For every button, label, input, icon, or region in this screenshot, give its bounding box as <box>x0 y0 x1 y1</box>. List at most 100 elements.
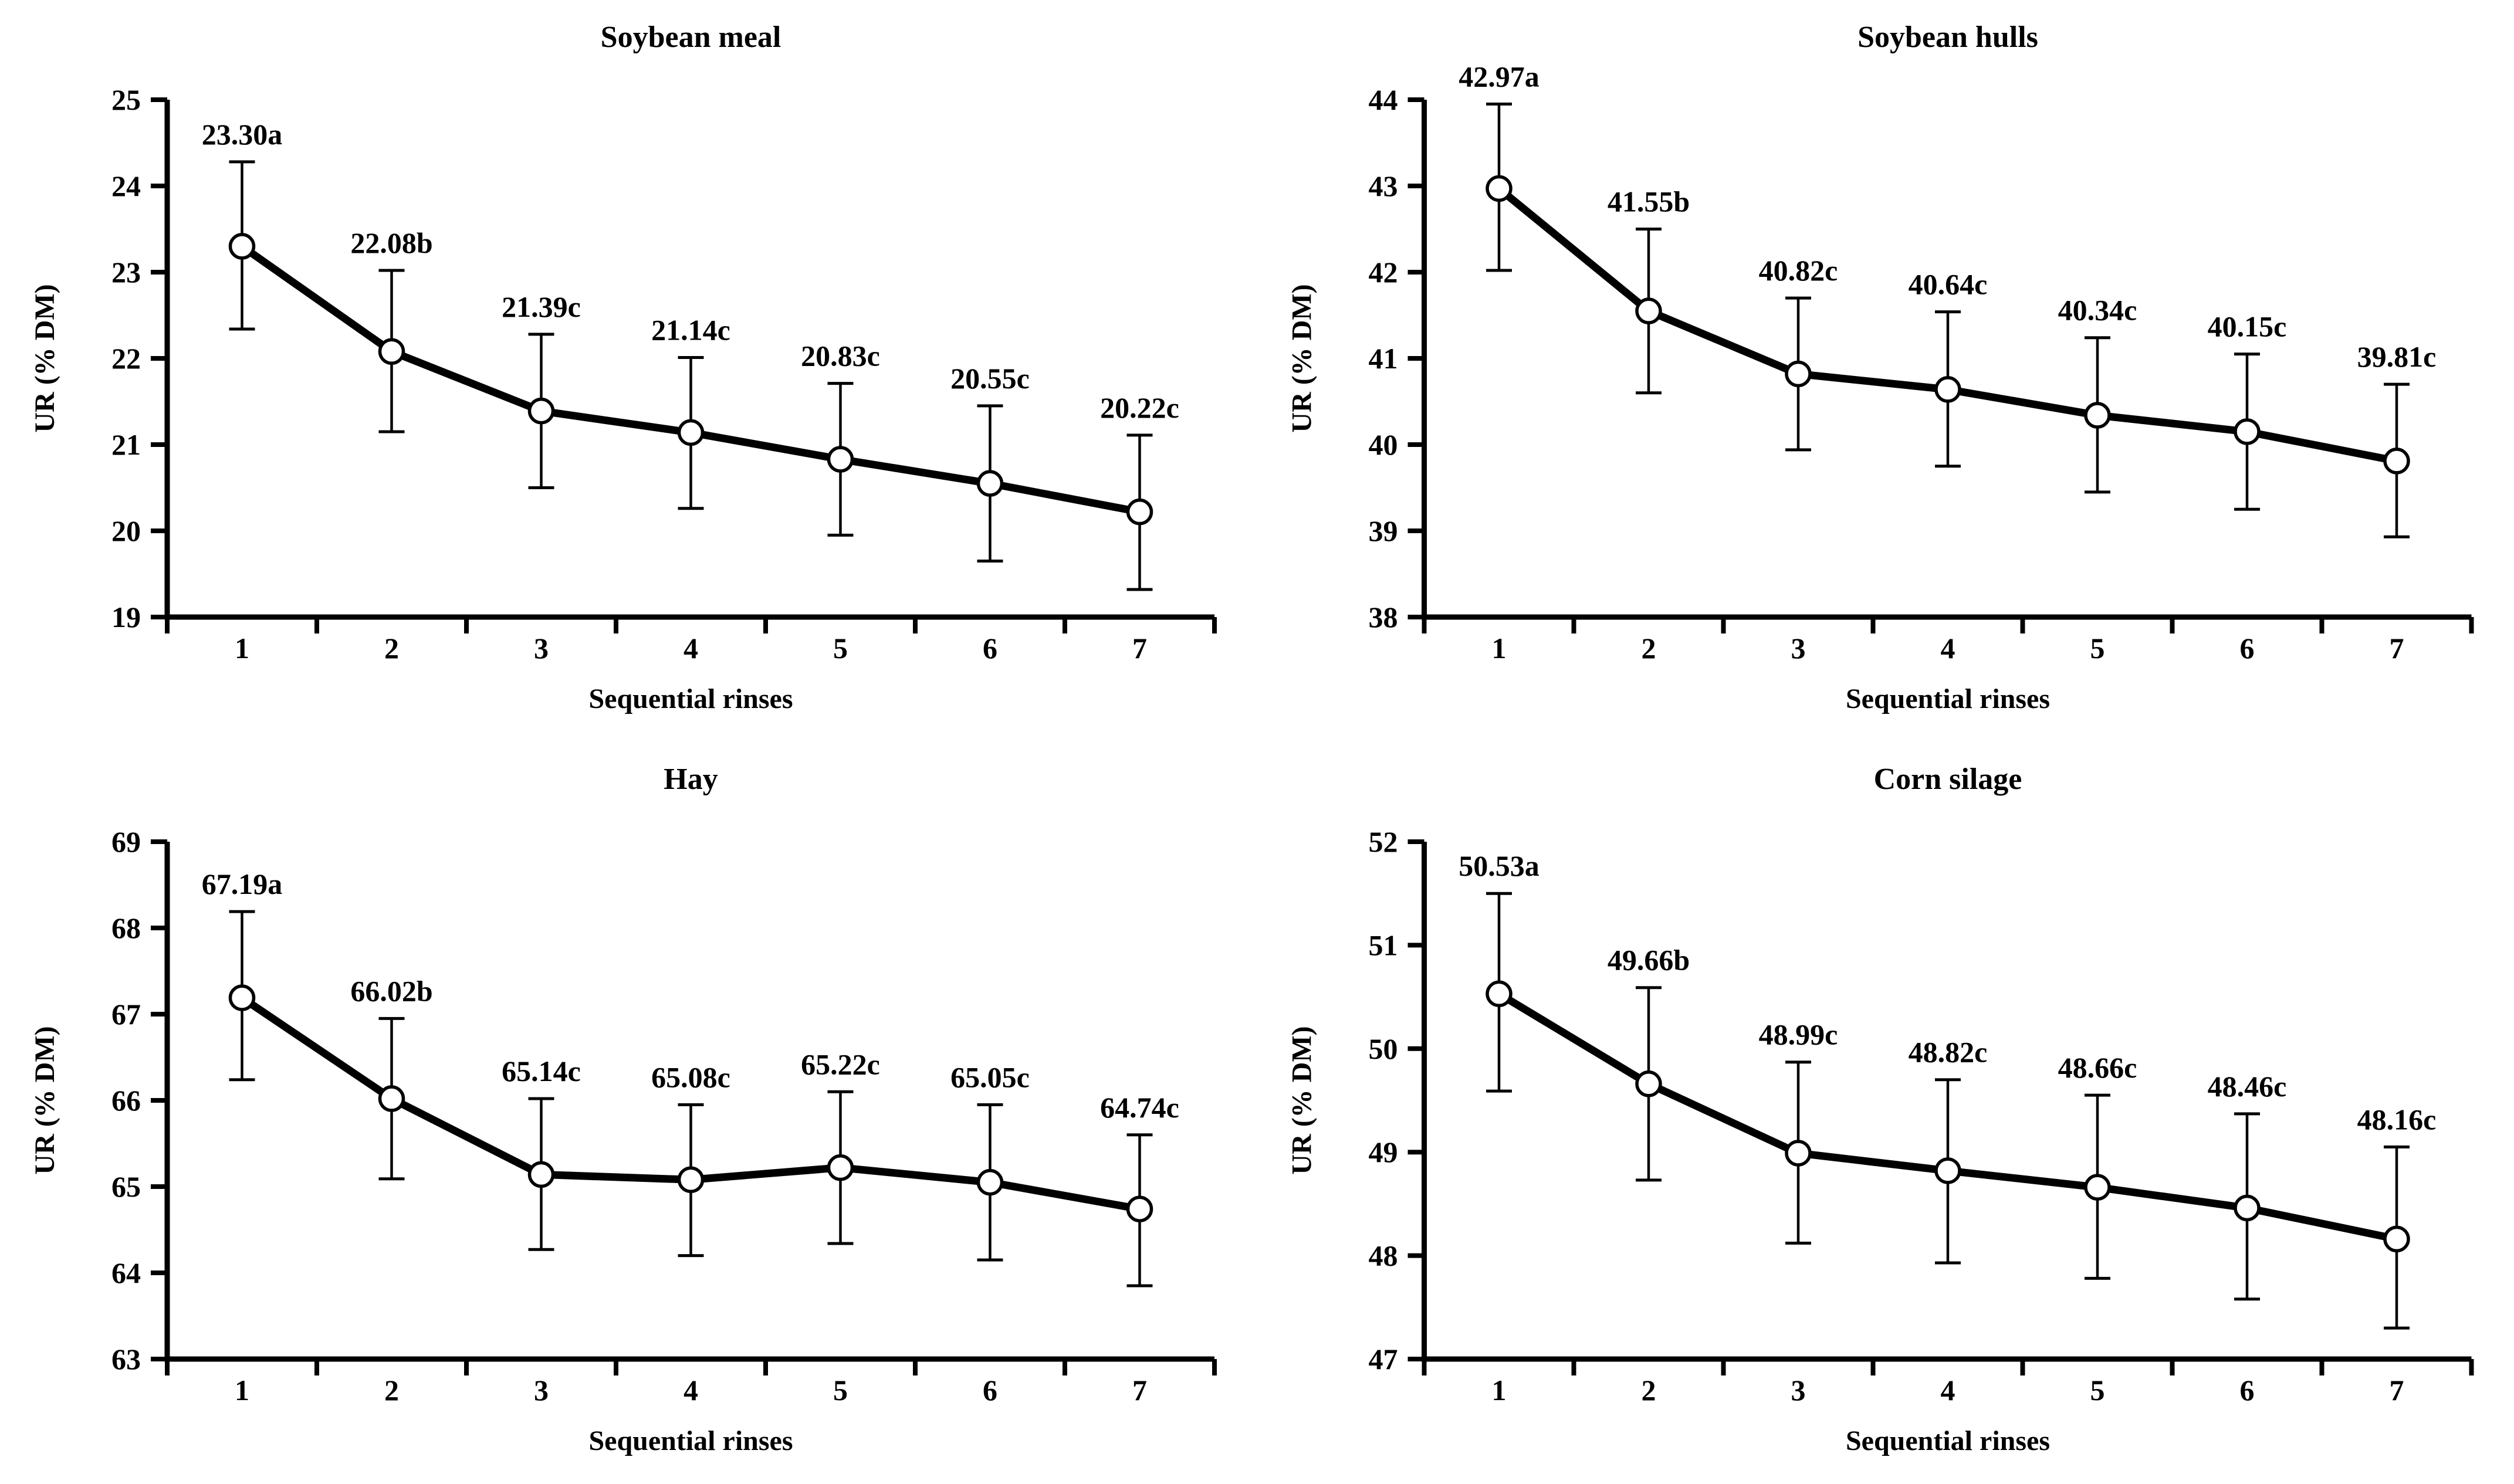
x-tick-label: 3 <box>534 1374 549 1407</box>
x-tick-label: 5 <box>833 1374 848 1407</box>
x-tick-label: 4 <box>1941 632 1955 665</box>
x-tick-label: 1 <box>1492 1374 1507 1407</box>
data-point-marker <box>527 397 555 425</box>
chart-title: Soybean hulls <box>1857 21 2038 54</box>
x-tick-label: 3 <box>1791 632 1806 665</box>
data-point-label: 21.39c <box>502 290 581 323</box>
data-point-label: 40.64c <box>1909 268 1988 301</box>
y-axis-label: UR (% DM) <box>1287 1026 1318 1174</box>
x-tick-label: 1 <box>235 632 249 665</box>
data-point-marker <box>1126 498 1153 526</box>
chart-corn-silage: 47 48 49 50 51 52 1 2 3 4 5 6 7 Sequential rinses UR (… <box>1257 742 2514 1484</box>
data-point-label: 65.08c <box>651 1061 730 1093</box>
y-tick-label: 19 <box>111 601 141 633</box>
x-tick-label: 4 <box>684 632 698 665</box>
data-point-marker <box>2234 418 2261 445</box>
y-tick-label: 22 <box>111 342 141 375</box>
data-point-marker <box>228 984 256 1011</box>
data-point-label: 65.22c <box>801 1048 880 1080</box>
data-point-label: 48.82c <box>1909 1036 1988 1069</box>
x-tick-label: 7 <box>2390 1374 2404 1407</box>
x-tick-label: 2 <box>384 632 399 665</box>
x-tick-label: 6 <box>2240 632 2255 665</box>
y-tick-label: 25 <box>111 83 141 116</box>
x-tick-label: 3 <box>534 632 549 665</box>
chart-title: Corn silage <box>1874 763 2022 796</box>
y-tick-label: 49 <box>1369 1136 1398 1168</box>
x-tick-label: 7 <box>2390 632 2404 665</box>
data-point-marker <box>976 1168 1004 1196</box>
data-point-marker <box>1785 1140 1812 1167</box>
data-point-marker <box>2084 1174 2111 1201</box>
data-point-marker <box>1785 360 1812 388</box>
data-point-label: 21.14c <box>651 314 730 347</box>
chart-soybean-meal: 19 20 21 22 23 24 25 1 2 3 4 5 6 7 Sequential rinses UR… <box>0 0 1257 742</box>
y-tick-label: 65 <box>111 1170 141 1203</box>
data-point-label: 42.97a <box>1459 60 1539 93</box>
x-axis-label: Sequential rinses <box>1846 1425 2050 1456</box>
y-tick-label: 47 <box>1369 1343 1398 1375</box>
y-tick-label: 68 <box>111 912 141 944</box>
x-tick-label: 1 <box>1492 632 1507 665</box>
data-point-marker <box>1635 1070 1662 1097</box>
data-point-label: 65.14c <box>502 1055 581 1087</box>
y-tick-label: 44 <box>1369 83 1398 116</box>
data-point-marker <box>976 470 1004 497</box>
data-point-label: 48.99c <box>1759 1018 1838 1051</box>
x-tick-label: 7 <box>1132 1374 1147 1407</box>
y-tick-label: 23 <box>111 256 141 289</box>
data-point-marker <box>827 446 854 473</box>
x-tick-label: 5 <box>2090 1374 2105 1407</box>
y-tick-label: 50 <box>1369 1032 1398 1065</box>
data-point-marker <box>2383 448 2410 475</box>
data-point-marker <box>1934 1157 1961 1184</box>
x-tick-label: 2 <box>1642 632 1656 665</box>
y-tick-label: 20 <box>111 514 141 547</box>
x-tick-label: 5 <box>833 632 848 665</box>
data-point-label: 48.16c <box>2357 1103 2437 1136</box>
data-point-label: 20.83c <box>801 340 880 372</box>
data-point-label: 48.66c <box>2058 1051 2137 1084</box>
y-tick-label: 66 <box>111 1084 141 1117</box>
data-point-label: 20.55c <box>950 362 1030 395</box>
y-tick-label: 43 <box>1369 170 1398 202</box>
data-point-label: 48.46c <box>2208 1070 2287 1103</box>
x-tick-label: 6 <box>2240 1374 2255 1407</box>
data-point-label: 40.34c <box>2058 294 2137 327</box>
y-tick-label: 41 <box>1369 342 1398 375</box>
data-point-label: 49.66b <box>1608 944 1690 977</box>
data-point-marker <box>1486 175 1513 202</box>
x-axis-label: Sequential rinses <box>588 1425 793 1456</box>
x-tick-label: 3 <box>1791 1374 1806 1407</box>
data-point-marker <box>378 338 405 365</box>
chart-hay: 63 64 65 66 67 68 69 1 2 3 4 5 6 7 Sequential rinses UR… <box>0 742 1257 1484</box>
x-tick-label: 4 <box>1941 1374 1955 1407</box>
y-axis-label: UR (% DM) <box>1287 284 1318 432</box>
data-point-label: 50.53a <box>1459 849 1539 882</box>
y-tick-label: 40 <box>1369 428 1398 461</box>
data-point-label: 67.19a <box>202 868 283 900</box>
data-point-label: 40.15c <box>2208 310 2287 343</box>
data-point-label: 66.02b <box>350 974 432 1007</box>
x-tick-label: 7 <box>1132 632 1147 665</box>
y-tick-label: 63 <box>111 1343 141 1375</box>
y-tick-label: 48 <box>1369 1239 1398 1272</box>
y-tick-label: 51 <box>1369 929 1398 961</box>
data-point-marker <box>378 1085 405 1112</box>
data-point-label: 23.30a <box>202 118 283 151</box>
y-tick-label: 64 <box>111 1256 141 1289</box>
y-axis-label: UR (% DM) <box>29 284 60 432</box>
x-tick-label: 1 <box>235 1374 249 1407</box>
data-point-marker <box>1635 297 1662 324</box>
data-point-label: 41.55b <box>1608 185 1690 218</box>
data-point-marker <box>827 1154 854 1181</box>
x-axis-label: Sequential rinses <box>588 683 793 714</box>
y-tick-label: 52 <box>1369 825 1398 858</box>
y-tick-label: 38 <box>1369 601 1398 633</box>
data-point-label: 65.05c <box>950 1061 1030 1093</box>
data-point-marker <box>228 233 256 260</box>
y-tick-label: 21 <box>111 428 141 461</box>
